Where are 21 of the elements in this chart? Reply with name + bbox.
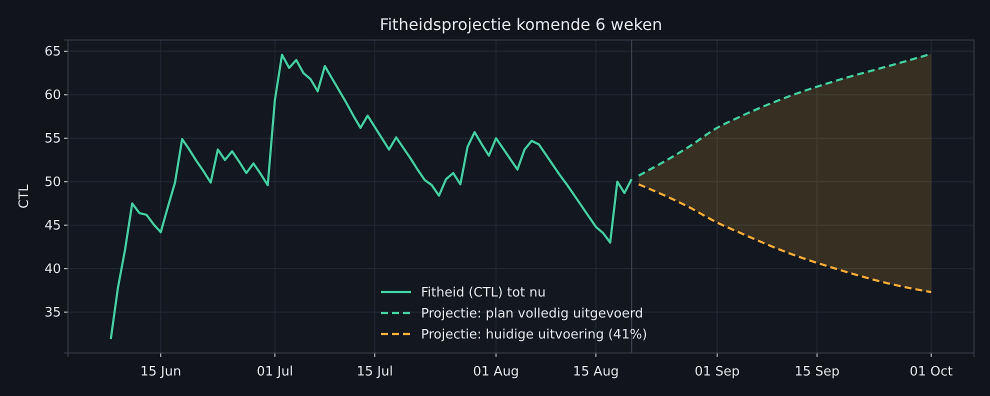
y-axis-title: CTL	[17, 184, 32, 209]
x-tick-label: 01 Oct	[910, 364, 953, 380]
x-tick-label: 15 Jul	[356, 364, 393, 380]
x-tick-label: 15 Aug	[572, 364, 619, 380]
x-tick-label: 01 Sep	[694, 364, 740, 380]
y-tick-label: 60	[44, 88, 61, 103]
y-tick-label: 50	[44, 174, 61, 190]
legend-label: Fitheid (CTL) tot nu	[421, 286, 546, 300]
y-tick-label: 65	[44, 44, 61, 60]
x-tick-label: 15 Jun	[140, 364, 182, 380]
x-tick-label: 01 Aug	[473, 364, 520, 380]
y-tick-label: 45	[44, 218, 61, 234]
y-tick-label: 40	[44, 262, 61, 277]
chart-title: Fitheidsprojectie komende 6 weken	[380, 15, 662, 34]
line-series	[638, 183, 932, 294]
x-tick-label: 15 Sep	[794, 364, 840, 380]
legend-label: Projectie: huidige uitvoering (41%)	[421, 328, 648, 342]
x-tick-label: 01 Jul	[256, 364, 294, 380]
legend-label: Projectie: plan volledig uitgevoerd	[421, 306, 644, 322]
y-tick-label: 35	[44, 305, 61, 320]
y-tick-label: 55	[44, 131, 61, 146]
